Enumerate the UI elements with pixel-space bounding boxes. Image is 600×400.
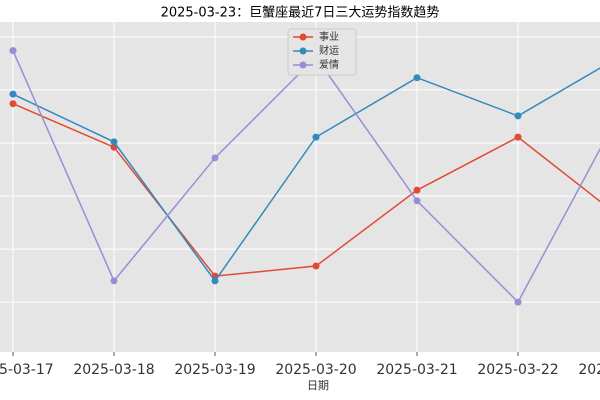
x-axis-label: 日期	[307, 379, 329, 392]
point	[514, 112, 522, 120]
point	[9, 90, 17, 98]
point	[312, 133, 320, 141]
point	[9, 100, 17, 108]
legend-label: 爱情	[319, 58, 339, 71]
x-tick-label: 2025-03-23	[578, 362, 600, 378]
point	[413, 197, 421, 205]
point	[514, 133, 522, 141]
point	[413, 186, 421, 194]
legend-marker	[299, 47, 307, 55]
lines	[9, 47, 600, 306]
point	[211, 277, 219, 285]
point	[312, 262, 320, 270]
legend-label: 事业	[319, 30, 339, 43]
x-tick-label: 2025-03-19	[174, 362, 255, 378]
x-tick-label: 2025-03-20	[275, 362, 356, 378]
legend-marker	[299, 61, 307, 69]
x-tick-label: 2025-03-22	[477, 362, 558, 378]
x-tick-label: 2025-03-17	[0, 362, 54, 378]
legend-label: 财运	[319, 44, 339, 57]
x-tick-label: 2025-03-18	[73, 362, 154, 378]
plot-area	[0, 22, 600, 352]
point	[211, 154, 219, 162]
chart-title: 2025-03-23：巨蟹座最近7日三大运势指数趋势	[161, 5, 440, 21]
point	[110, 277, 118, 285]
point	[413, 74, 421, 82]
point	[110, 138, 118, 146]
x-tick-label: 2025-03-21	[376, 362, 457, 378]
point	[514, 298, 522, 306]
legend-marker	[299, 33, 307, 41]
point	[9, 47, 17, 55]
